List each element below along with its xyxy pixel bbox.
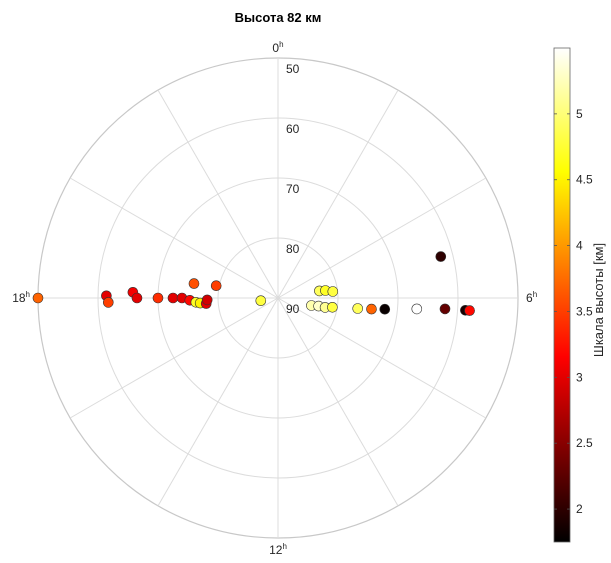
colorbar-tick-label: 4.5 — [576, 173, 593, 187]
data-point — [152, 292, 164, 304]
data-point — [379, 303, 391, 315]
grid-spoke — [69, 177, 279, 299]
radial-tick-label: 60 — [286, 122, 300, 136]
colorbar: 2 2.5 3 3.5 4 4.5 5 Шкала высоты [км] — [553, 47, 606, 543]
grid-spoke — [277, 89, 399, 299]
data-point — [201, 294, 213, 306]
colorbar-label: Шкала высоты [км] — [591, 243, 606, 357]
data-point — [131, 292, 143, 304]
grid-spoke — [277, 177, 487, 299]
angular-tick-labels: 0h 6h 12h 18h — [12, 40, 537, 557]
colorbar-tick-label: 4 — [576, 239, 583, 253]
data-point — [439, 303, 451, 315]
data-point — [255, 295, 267, 307]
colorbar-tick-label: 3 — [576, 370, 583, 384]
data-point — [435, 251, 447, 262]
radial-tick-label: 90 — [286, 302, 300, 316]
data-point — [352, 303, 364, 314]
hour-label: 12h — [269, 542, 287, 557]
colorbar-tick-label: 2.5 — [576, 436, 593, 450]
data-point — [327, 301, 338, 313]
grid-spoke — [69, 297, 279, 419]
colorbar-tick-label: 5 — [576, 107, 583, 121]
radial-tick-label: 70 — [286, 182, 300, 196]
chart-title: Высота 82 км — [235, 10, 322, 25]
hour-label: 0h — [272, 40, 283, 55]
colorbar-gradient — [553, 47, 571, 543]
data-points — [32, 251, 475, 316]
grid-spoke — [157, 297, 279, 507]
colorbar-tick-label: 2 — [576, 502, 583, 516]
radial-tick-label: 80 — [286, 242, 300, 256]
hour-label: 6h — [526, 290, 537, 305]
grid-spoke — [277, 297, 399, 507]
colorbar-ticks: 2 2.5 3 3.5 4 4.5 5 — [554, 107, 593, 516]
data-point — [103, 297, 114, 308]
data-point — [167, 292, 179, 304]
data-point — [188, 278, 200, 289]
grid-spoke — [157, 89, 279, 299]
polar-grid — [37, 57, 519, 539]
data-point — [210, 280, 222, 292]
grid-spoke — [277, 297, 487, 419]
radial-tick-labels: 50 60 70 80 90 — [286, 62, 300, 316]
hour-label: 18h — [12, 290, 30, 305]
data-point — [411, 303, 423, 315]
data-point — [327, 286, 339, 297]
colorbar-tick-label: 3.5 — [576, 304, 593, 318]
data-point — [32, 292, 44, 304]
data-point — [366, 303, 377, 315]
radial-tick-label: 50 — [286, 62, 300, 76]
data-point — [464, 305, 475, 316]
